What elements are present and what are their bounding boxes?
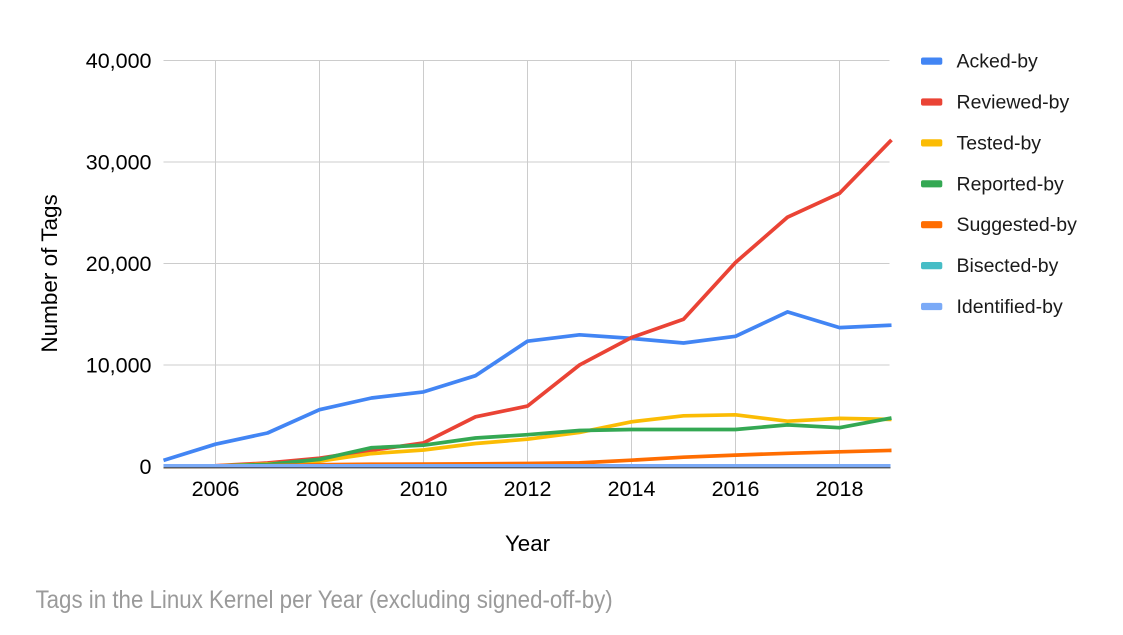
svg-text:2010: 2010: [400, 477, 448, 501]
svg-text:2012: 2012: [504, 477, 552, 501]
svg-text:0: 0: [140, 455, 152, 479]
svg-text:Tested-by: Tested-by: [957, 132, 1042, 154]
svg-text:2016: 2016: [712, 477, 760, 501]
svg-text:Year: Year: [505, 531, 551, 556]
svg-text:Reported-by: Reported-by: [957, 173, 1065, 195]
svg-text:2008: 2008: [296, 477, 344, 501]
svg-text:10,000: 10,000: [86, 354, 152, 378]
svg-text:40,000: 40,000: [86, 49, 152, 73]
svg-text:Acked-by: Acked-by: [957, 51, 1039, 73]
svg-text:Number of Tags: Number of Tags: [37, 194, 62, 352]
svg-text:2006: 2006: [192, 477, 240, 501]
svg-text:Reviewed-by: Reviewed-by: [957, 92, 1070, 114]
svg-text:2014: 2014: [608, 477, 656, 501]
svg-text:Suggested-by: Suggested-by: [957, 214, 1078, 236]
svg-text:Tags in the Linux Kernel per Y: Tags in the Linux Kernel per Year (exclu…: [36, 586, 613, 614]
svg-text:30,000: 30,000: [86, 151, 152, 175]
svg-text:Bisected-by: Bisected-by: [957, 255, 1059, 277]
svg-text:Identified-by: Identified-by: [957, 296, 1063, 318]
svg-text:2018: 2018: [816, 477, 864, 501]
svg-text:20,000: 20,000: [86, 252, 152, 276]
